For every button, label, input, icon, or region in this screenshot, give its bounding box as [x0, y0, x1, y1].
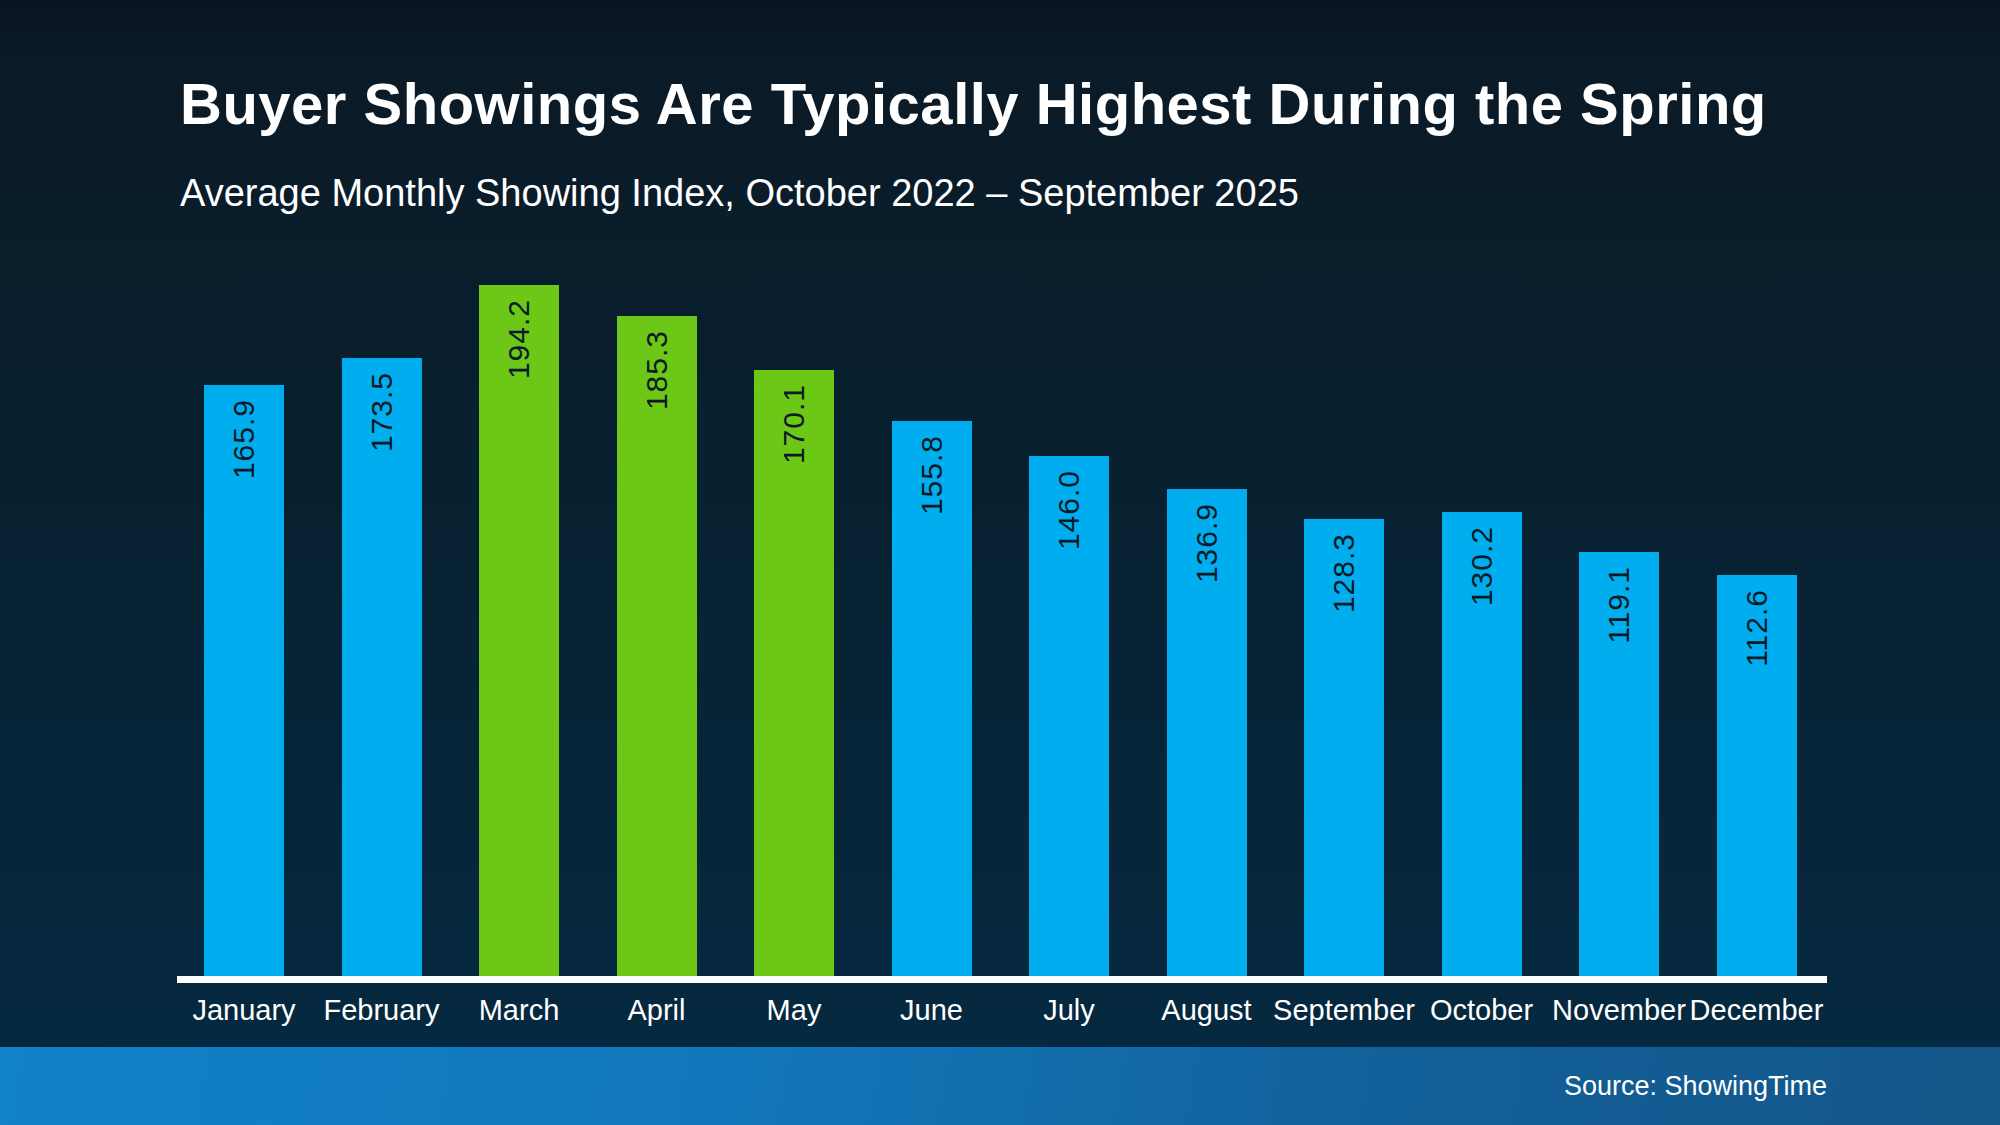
bar-value-label: 128.3	[1327, 533, 1361, 613]
bar-march: 194.2	[479, 285, 559, 976]
bar-december: 112.6	[1717, 575, 1797, 976]
x-axis-label-december: December	[1672, 994, 1842, 1027]
bar-value-label: 185.3	[640, 330, 674, 410]
bar-august: 136.9	[1167, 489, 1247, 976]
bar-november: 119.1	[1579, 552, 1659, 976]
bar-value-label: 173.5	[365, 372, 399, 452]
bar-january: 165.9	[204, 385, 284, 976]
bar-value-label: 165.9	[227, 399, 261, 479]
footer-band: Source: ShowingTime	[0, 1047, 2000, 1125]
bar-april: 185.3	[617, 316, 697, 976]
bar-february: 173.5	[342, 358, 422, 976]
bar-value-label: 155.8	[915, 435, 949, 515]
bar-july: 146.0	[1029, 456, 1109, 976]
chart-title: Buyer Showings Are Typically Highest Dur…	[180, 70, 1767, 137]
bar-chart-plot-area: 165.9 173.5 194.2 185.3 170.1 155.8 146.0 136.9…	[177, 264, 1827, 976]
bar-value-label: 130.2	[1465, 526, 1499, 606]
bar-value-label: 119.1	[1602, 566, 1636, 644]
bar-value-label: 112.6	[1740, 589, 1774, 667]
bar-value-label: 136.9	[1190, 503, 1224, 583]
bar-value-label: 170.1	[777, 384, 811, 464]
chart-subtitle: Average Monthly Showing Index, October 2…	[180, 172, 1299, 215]
bar-may: 170.1	[754, 370, 834, 976]
bar-value-label: 194.2	[502, 299, 536, 379]
bar-september: 128.3	[1304, 519, 1384, 976]
bar-june: 155.8	[892, 421, 972, 976]
x-axis-baseline	[177, 976, 1827, 983]
source-attribution: Source: ShowingTime	[1564, 1047, 1827, 1125]
bar-value-label: 146.0	[1052, 470, 1086, 550]
slide-background: Buyer Showings Are Typically Highest Dur…	[0, 0, 2000, 1125]
bar-october: 130.2	[1442, 512, 1522, 976]
